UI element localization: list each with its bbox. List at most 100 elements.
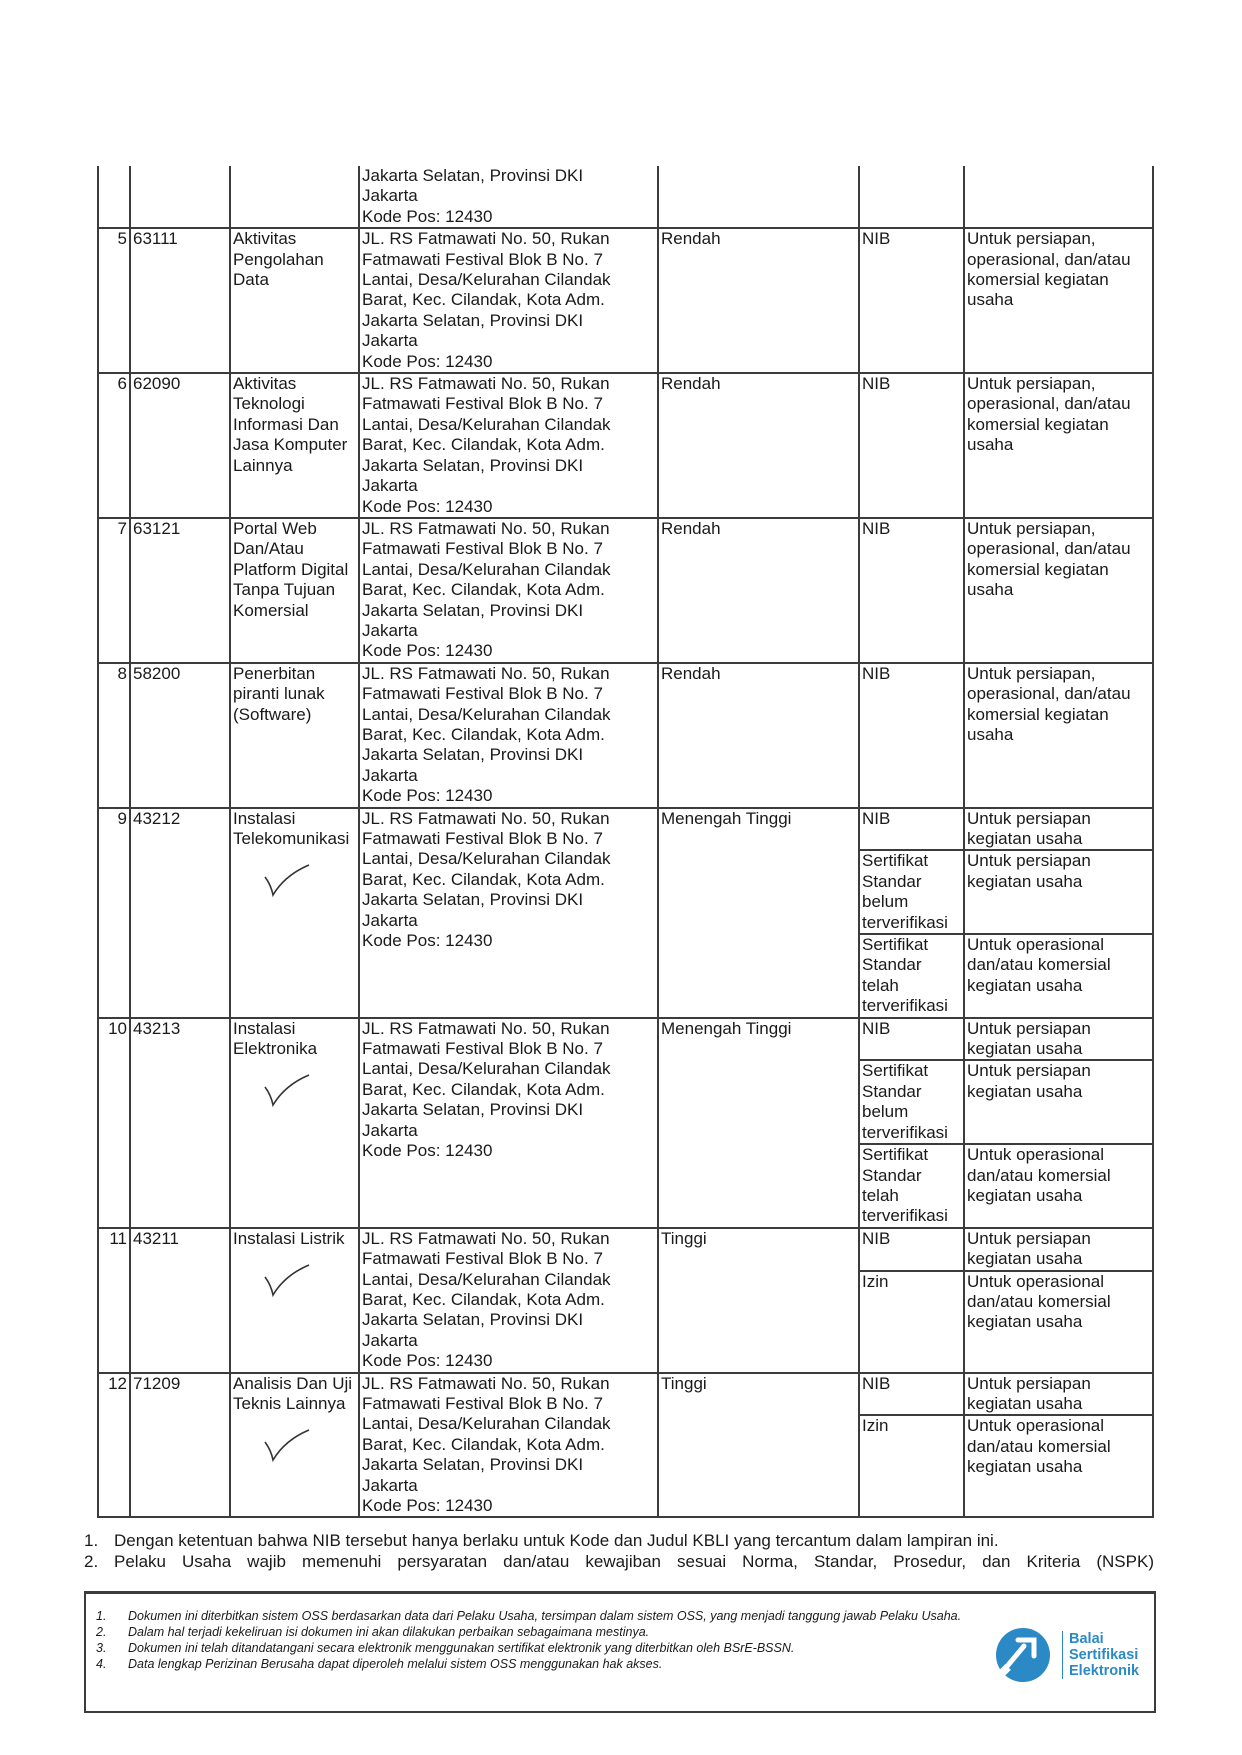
address-line: Fatmawati Festival Blok B No. 7 [362,1393,603,1413]
address-line: Jakarta [362,910,418,930]
address-line: Barat, Kec. Cilandak, Kota Adm. [362,1079,605,1099]
cell-judul: Portal Web Dan/Atau Platform Digital Tan… [229,516,360,664]
address-line: Lantai, Desa/Kelurahan Cilandak [362,1059,611,1079]
address-line: JL. RS Fatmawati No. 50, Rukan [362,229,610,249]
cell-alamat: JL. RS Fatmawati No. 50, Rukan Fatmawati … [358,516,659,664]
jenis-perizinan: NIB [860,1018,965,1060]
checkmark-icon [264,864,310,898]
logo-text: Balai Sertifikasi Elektronik [1062,1631,1139,1679]
address-line: Jakarta [362,620,418,640]
jenis-perizinan: Sertifikat Standar belum terverifikasi [860,1061,965,1144]
address-line: Barat, Kec. Cilandak, Kota Adm. [362,1434,605,1454]
keterangan: Untuk operasional dan/atau komersial keg… [967,935,1111,995]
cell-no: 11 [97,1226,131,1374]
jenis-perizinan: NIB [860,663,965,807]
address-line: Lantai, Desa/Kelurahan Cilandak [362,704,611,724]
perizinan-row: NIB Untuk persiapan, operasional, dan/ata… [860,518,1152,662]
cell-risiko: Tinggi [657,1226,860,1374]
address-line: Kode Pos: 12430 [362,496,493,516]
perizinan-row: NIB Untuk persiapan kegiatan usaha [860,1228,1152,1270]
perizinan-row: NIB Untuk persiapan, operasional, dan/ata… [860,663,1152,807]
cell-kode: 62090 [129,372,231,519]
perizinan-row: Sertifikat Standar belum terverifikasi Un… [860,849,1152,934]
cell-alamat: JL. RS Fatmawati No. 50, Rukan Fatmawati … [358,1016,659,1229]
bsre-emblem-icon [996,1628,1050,1682]
address-line: Barat, Kec. Cilandak, Kota Adm. [362,290,605,310]
keterangan: Untuk persiapan kegiatan usaha [967,851,1091,891]
cell-perizinan: NIB Untuk persiapan kegiatan usaha Sertifi… [858,806,1154,1019]
footer-item: 2. Dalam hal terjadi kekeliruan isi dokum… [96,1625,650,1639]
checkmark-icon [264,1264,310,1298]
keterangan: Untuk persiapan kegiatan usaha [967,1061,1091,1101]
jenis-perizinan: Sertifikat Standar belum terverifikasi [860,851,965,934]
perizinan-row: Sertifikat Standar telah terverifikasi Un… [860,1143,1152,1227]
address-line: Kode Pos: 12430 [362,1351,493,1371]
address-line: Fatmawati Festival Blok B No. 7 [362,249,603,269]
cell-risiko [657,166,860,230]
address-line: Kode Pos: 12430 [362,931,493,951]
cell-alamat: JL. RS Fatmawati No. 50, Rukan Fatmawati … [358,661,659,809]
address-line: Fatmawati Festival Blok B No. 7 [362,684,603,704]
cell-perizinan: NIB Untuk persiapan, operasional, dan/ata… [858,661,1154,809]
jenis-perizinan: Izin [860,1416,965,1517]
address-line: Jakarta Selatan, Provinsi DKI [362,890,584,910]
keterangan: Untuk persiapan, operasional, dan/atau k… [967,374,1131,455]
address-line: Fatmawati Festival Blok B No. 7 [362,1039,603,1059]
address-line: Kode Pos: 12430 [362,1141,493,1161]
perizinan-row: Sertifikat Standar telah terverifikasi Un… [860,933,1152,1017]
kbli-table: Jakarta Selatan, Provinsi DKI Jakarta Ko… [97,166,1154,1519]
cell-risiko: Menengah Tinggi [657,1016,860,1229]
perizinan-row: NIB Untuk persiapan kegiatan usaha [860,1018,1152,1060]
address-line: Jakarta [362,1475,418,1495]
address-line: Jakarta [362,765,418,785]
cell-perizinan: NIB Untuk persiapan, operasional, dan/ata… [858,516,1154,664]
cell-no [97,166,131,230]
perizinan-row: NIB Untuk persiapan, operasional, dan/ata… [860,374,1152,517]
jenis-perizinan: Izin [860,1271,965,1372]
note-1: 1. Dengan ketentuan bahwa NIB tersebut ha… [84,1531,999,1550]
cell-kode: 43211 [129,1226,231,1374]
address-line: Fatmawati Festival Blok B No. 7 [362,829,603,848]
cell-risiko: Rendah [657,227,860,375]
cell-judul: Instalasi Telekomunikasi [229,806,360,1019]
address-line: Jakarta Selatan, Provinsi DKI [362,745,584,765]
address-line: Jakarta Selatan, Provinsi DKI [362,310,584,330]
cell-risiko: Tinggi [657,1371,860,1519]
cell-perizinan: NIB Untuk persiapan kegiatan usaha Sertifi… [858,1016,1154,1229]
address-line: Kode Pos: 12430 [362,1496,493,1515]
address-line: Fatmawati Festival Blok B No. 7 [362,539,603,559]
address-line: Kode Pos: 12430 [362,206,493,226]
cell-no: 9 [97,806,131,1019]
cell-judul: Aktivitas Teknologi Informasi Dan Jasa K… [229,372,360,519]
cell-risiko: Menengah Tinggi [657,806,860,1019]
address-line: Jakarta Selatan, Provinsi DKI [362,166,584,185]
footer-item: 3. Dokumen ini telah ditandatangani secar… [96,1641,795,1655]
cell-kode: 43213 [129,1016,231,1229]
jenis-perizinan: NIB [860,1228,965,1270]
cell-risiko: Rendah [657,661,860,809]
checkmark-icon [264,1429,310,1463]
cell-perizinan: NIB Untuk persiapan, operasional, dan/ata… [858,227,1154,375]
jenis-perizinan: Sertifikat Standar telah terverifikasi [860,1145,965,1227]
keterangan: Untuk persiapan kegiatan usaha [967,1228,1091,1269]
jenis-perizinan: NIB [860,1373,965,1415]
footer-box: 1. Dokumen ini diterbitkan sistem OSS ber… [84,1591,1156,1713]
keterangan: Untuk persiapan, operasional, dan/atau k… [967,663,1131,744]
cell-judul: Penerbitan piranti lunak (Software) [229,661,360,809]
address-line: Jakarta [362,476,418,496]
cell-no: 10 [97,1016,131,1229]
cell-alamat: JL. RS Fatmawati No. 50, Rukan Fatmawati … [358,227,659,375]
jenis-perizinan: NIB [860,374,965,517]
address-line: JL. RS Fatmawati No. 50, Rukan [362,1018,610,1038]
address-line: Jakarta [362,331,418,351]
keterangan: Untuk persiapan kegiatan usaha [967,1373,1091,1413]
address-line: Barat, Kec. Cilandak, Kota Adm. [362,580,605,600]
cell-risiko: Rendah [657,372,860,519]
table-row: 12 71209 Analisis Dan Uji Teknis Lainnya… [97,1371,1154,1519]
cell-kode: 43212 [129,806,231,1019]
keterangan: Untuk persiapan, operasional, dan/atau k… [967,229,1131,310]
perizinan-row: Izin Untuk operasional dan/atau komersial… [860,1414,1152,1517]
address-line: Barat, Kec. Cilandak, Kota Adm. [362,869,605,889]
table-row: 11 43211 Instalasi Listrik JL. RS Fatmaw… [97,1226,1154,1374]
table-row: 7 63121 Portal Web Dan/Atau Platform Dig… [97,516,1154,664]
